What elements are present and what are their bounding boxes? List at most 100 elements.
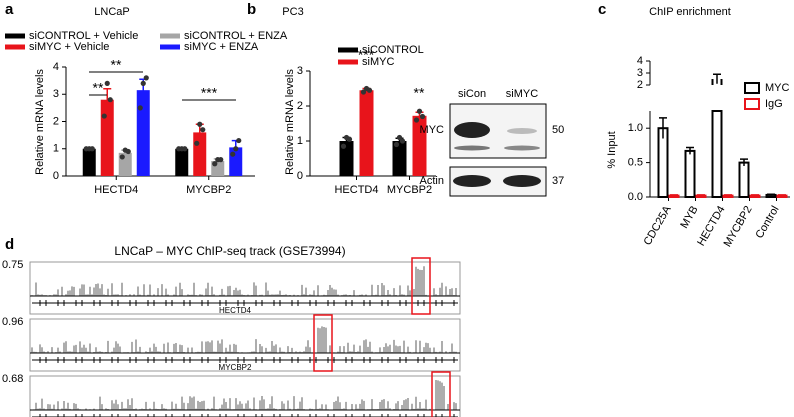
legend-swatch xyxy=(5,33,25,39)
y-tick-label: 0 xyxy=(53,170,59,182)
y-tick-label: 3 xyxy=(53,88,59,100)
y-tick-label: 0.0 xyxy=(628,191,643,203)
legend-swatch xyxy=(744,82,760,94)
x-tick-label: CDC25A xyxy=(642,203,674,247)
x-tick-label: HECTD4 xyxy=(94,184,138,196)
replicate-point xyxy=(393,141,400,148)
lane-label: siCon xyxy=(458,88,486,100)
x-tick-label: Control xyxy=(753,204,781,241)
panel-letter: b xyxy=(247,1,256,18)
legend-label: siCONTROL + ENZA xyxy=(184,30,288,42)
error-bar xyxy=(670,194,678,197)
gene-label: MYCBP2 xyxy=(219,363,252,372)
error-bar xyxy=(740,158,748,167)
bar xyxy=(738,161,750,199)
error-bar xyxy=(778,194,786,197)
gene-model xyxy=(32,357,458,363)
bar xyxy=(359,90,374,176)
y-tick-label: 3 xyxy=(297,65,303,77)
bar xyxy=(711,110,723,198)
bar xyxy=(175,148,189,176)
y-tick-label: 1.0 xyxy=(628,122,643,134)
significance: *** xyxy=(201,85,218,101)
legend-label: siMYC + ENZA xyxy=(184,41,259,53)
replicate-point xyxy=(366,87,373,93)
legend-swatch xyxy=(338,47,358,53)
band xyxy=(454,145,490,151)
panel-letter: d xyxy=(5,236,14,253)
blot-label: MYC xyxy=(420,124,445,136)
replicate-point xyxy=(346,136,353,142)
replicate-point xyxy=(140,80,146,86)
band xyxy=(454,122,490,138)
track-max: 0.75 xyxy=(2,259,23,271)
x-tick-label: MYCBP2 xyxy=(387,184,432,196)
replicate-point xyxy=(360,89,367,95)
chart-title: LNCaP xyxy=(94,6,129,18)
replicate-point xyxy=(143,75,149,81)
blot-size: 50 xyxy=(552,124,564,136)
replicate-point xyxy=(236,137,242,144)
y-tick-label: 4 xyxy=(53,61,59,73)
significance: ** xyxy=(414,85,425,101)
replicate-point xyxy=(104,80,110,86)
panel-letter: c xyxy=(598,1,606,18)
x-tick-label: HECTD4 xyxy=(334,184,378,196)
panel-letter: a xyxy=(5,1,14,18)
legend-label: siMYC + Vehicle xyxy=(29,41,109,53)
chart-title: PC3 xyxy=(282,6,303,18)
replicate-point xyxy=(137,105,143,111)
legend-label: IgG xyxy=(765,98,783,110)
replicate-point xyxy=(194,140,200,146)
legend-label: MYC xyxy=(765,82,790,94)
y-tick-label: 2 xyxy=(637,79,643,91)
band xyxy=(507,128,537,134)
replicate-point xyxy=(197,121,203,127)
legend-swatch xyxy=(160,44,180,50)
y-tick-label: 3 xyxy=(637,67,643,79)
y-axis-label: % Input xyxy=(606,131,618,168)
replicate-point xyxy=(399,138,406,144)
replicate-point xyxy=(413,117,420,123)
y-tick-label: 0 xyxy=(297,170,303,182)
legend-label: siCONTROL + Vehicle xyxy=(29,30,138,42)
error-bar xyxy=(751,194,759,197)
replicate-point xyxy=(89,146,95,152)
y-tick-label: 2 xyxy=(297,100,303,112)
replicate-point xyxy=(419,113,426,120)
track-frame xyxy=(29,375,461,417)
legend-swatch xyxy=(338,59,358,65)
error-bar xyxy=(767,193,775,196)
significance: ** xyxy=(111,57,122,73)
y-tick-label: 4 xyxy=(637,55,643,67)
replicate-point xyxy=(200,127,206,133)
bar xyxy=(100,99,114,176)
replicate-point xyxy=(218,157,224,163)
error-bar xyxy=(724,194,732,197)
bar xyxy=(684,149,696,199)
replicate-point xyxy=(107,97,113,103)
legend-swatch xyxy=(160,33,180,39)
replicate-point xyxy=(230,151,236,157)
blot-size: 37 xyxy=(552,175,564,187)
y-tick-label: 1 xyxy=(53,143,59,155)
error-bar xyxy=(686,146,694,155)
error-bar xyxy=(713,73,721,84)
bar xyxy=(136,90,150,176)
error-bar xyxy=(659,117,667,139)
gene-model xyxy=(32,300,458,306)
replicate-point xyxy=(340,143,347,149)
error-bar xyxy=(697,194,705,197)
y-tick-label: 0.5 xyxy=(628,157,643,169)
replicate-point xyxy=(125,148,131,155)
legend-swatch xyxy=(5,44,25,50)
significance: ** xyxy=(93,80,104,96)
bar xyxy=(412,115,427,176)
legend-label: siCONTROL xyxy=(362,44,424,56)
tracks-title: LNCaP – MYC ChIP-seq track (GSE73994) xyxy=(114,244,345,258)
blot xyxy=(449,103,547,197)
y-axis-label: Relative mRNA levels xyxy=(284,69,296,175)
replicate-point xyxy=(396,134,403,141)
chart-title: ChIP enrichment xyxy=(649,6,731,18)
